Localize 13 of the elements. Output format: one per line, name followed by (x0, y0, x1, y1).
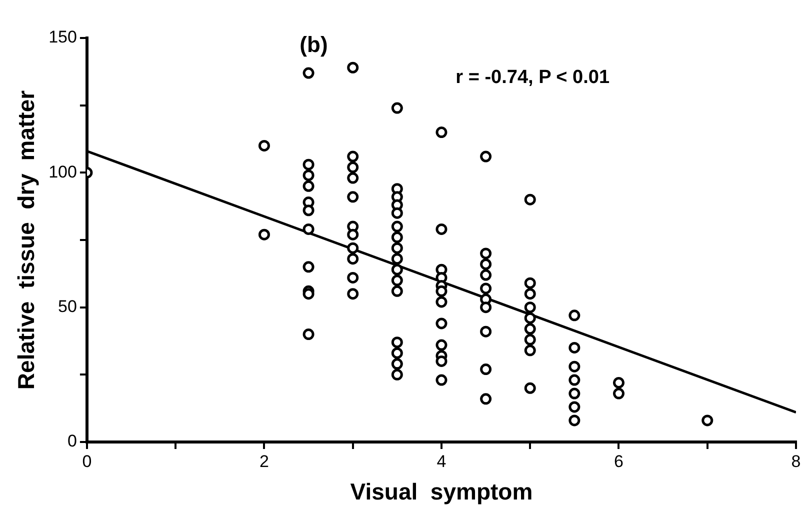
y-tick-label: 50 (58, 297, 77, 316)
x-tick-label: 2 (259, 452, 269, 471)
annotation: (b) (300, 32, 328, 58)
y-tick-label: 150 (48, 28, 77, 47)
x-tick-label: 0 (82, 452, 92, 471)
annotation: r = -0.74, P < 0.01 (456, 67, 610, 88)
x-tick-label: 8 (791, 452, 801, 471)
y-tick-label: 100 (48, 162, 77, 182)
x-tick-label: 6 (614, 452, 624, 471)
x-tick-label: 4 (436, 452, 446, 471)
y-axis-title: Relative tissue dry matter (13, 90, 40, 390)
x-axis-title: Visual symptom (350, 478, 533, 505)
y-tick-label: 0 (67, 432, 77, 451)
